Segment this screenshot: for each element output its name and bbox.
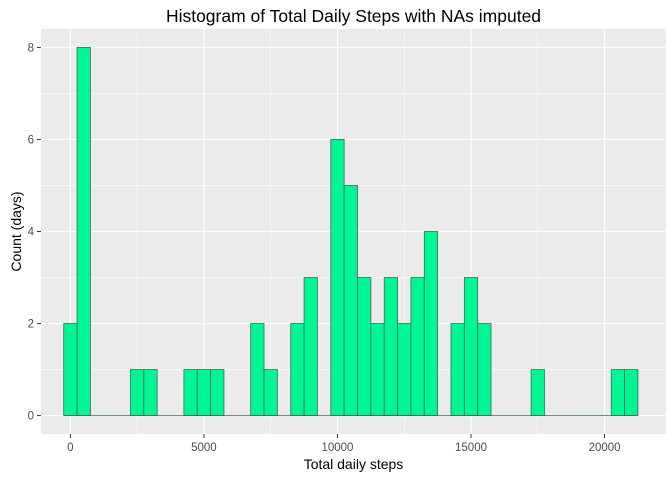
histogram-bar bbox=[263, 369, 278, 416]
y-tick-label: 8 bbox=[28, 42, 34, 54]
histogram-bar bbox=[357, 277, 372, 416]
y-tick-label: 6 bbox=[28, 134, 34, 146]
histogram-bar bbox=[343, 185, 358, 416]
histogram-bar bbox=[397, 323, 412, 416]
histogram-bar bbox=[250, 323, 265, 416]
y-axis-ticks: 0 2 4 6 8 bbox=[28, 42, 41, 423]
histogram-bars bbox=[63, 47, 639, 416]
y-tick-label: 0 bbox=[28, 411, 34, 423]
histogram-bar bbox=[383, 277, 398, 416]
y-tick-label: 2 bbox=[28, 319, 34, 331]
histogram-bar bbox=[196, 369, 212, 416]
x-axis-title: Total daily steps bbox=[304, 456, 404, 472]
histogram-bar bbox=[303, 277, 318, 416]
histogram-bar bbox=[477, 323, 492, 416]
histogram-bar bbox=[370, 323, 385, 416]
histogram-bar bbox=[423, 231, 439, 416]
x-tick-label: 15000 bbox=[455, 442, 487, 454]
x-tick-label: 5000 bbox=[191, 442, 217, 454]
x-tick-label: 10000 bbox=[321, 442, 353, 454]
chart-title: Histogram of Total Daily Steps with NAs … bbox=[166, 6, 541, 26]
histogram-bar bbox=[76, 47, 91, 416]
histogram-bar bbox=[63, 323, 78, 416]
histogram-bar bbox=[130, 369, 145, 416]
histogram-bar bbox=[410, 277, 425, 416]
histogram-bar bbox=[143, 369, 158, 416]
histogram-bar bbox=[210, 369, 225, 416]
histogram-bar bbox=[450, 323, 465, 416]
histogram-bar bbox=[330, 139, 345, 416]
histogram-bar bbox=[463, 277, 479, 416]
x-axis-ticks: 0 5000 10000 15000 20000 bbox=[67, 434, 621, 454]
histogram-bar bbox=[530, 369, 545, 416]
x-tick-label: 0 bbox=[67, 442, 73, 454]
histogram-bar bbox=[183, 369, 198, 416]
histogram-bar bbox=[290, 323, 305, 416]
histogram-bar bbox=[610, 369, 626, 416]
y-axis-title: Count (days) bbox=[8, 191, 24, 271]
x-tick-label: 20000 bbox=[589, 442, 621, 454]
y-tick-label: 4 bbox=[28, 227, 35, 239]
histogram-bar bbox=[624, 369, 639, 416]
